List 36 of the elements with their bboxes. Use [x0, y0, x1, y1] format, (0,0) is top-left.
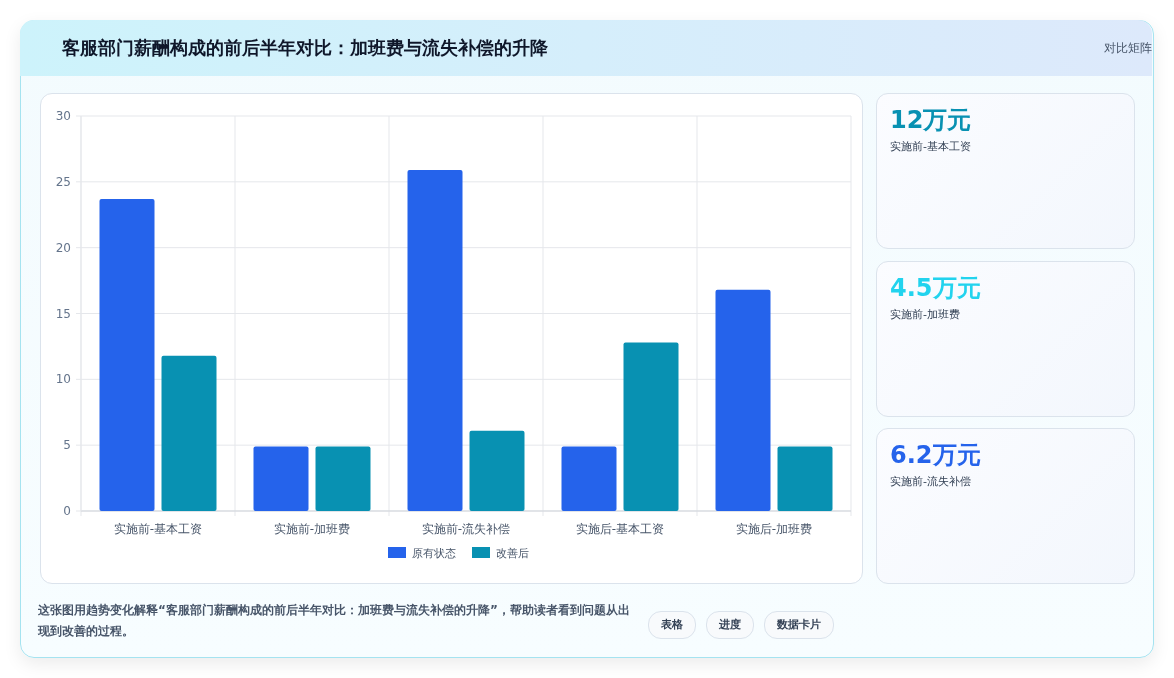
- y-tick-label: 25: [55, 174, 71, 189]
- y-tick-label: 15: [55, 306, 71, 321]
- text: 实施前-加班费: [890, 306, 960, 322]
- bar: [315, 446, 371, 511]
- text: 12万元: [890, 105, 972, 136]
- bar: [715, 289, 771, 511]
- text: 对比矩阵: [1104, 40, 1152, 57]
- text: 4.5万元: [890, 272, 981, 304]
- text: 实施前-流失补偿: [890, 474, 971, 489]
- text: 6.2万元: [890, 440, 981, 471]
- x-tick-label: 实施前-加班费: [273, 522, 351, 536]
- x-tick-label: 实施后-基本工资: [575, 522, 665, 536]
- bar: [561, 446, 617, 511]
- y-tick-label: 10: [55, 372, 71, 387]
- text: 这张图用趋势变化解释“客服部门薪酬构成的前后半年对比：加班费与流失补偿的升降”，帮助读者看到问题从出现到改善的过程。: [38, 602, 631, 640]
- y-tick-label: 5: [63, 438, 71, 453]
- text: 实施前-基本工资: [890, 139, 971, 154]
- x-tick-label: 实施前-流失补偿: [421, 522, 511, 536]
- bar: [777, 446, 833, 511]
- x-tick-label: 实施后-加班费: [735, 522, 813, 536]
- bar: [469, 430, 525, 511]
- text: 进度: [706, 611, 754, 639]
- bar: [161, 355, 217, 511]
- y-tick-label: 30: [55, 109, 71, 123]
- y-tick-label: 0: [63, 504, 71, 518]
- bar: [253, 446, 309, 511]
- text: 数据卡片: [764, 611, 834, 639]
- y-tick-label: 20: [55, 240, 71, 255]
- text: 表格: [648, 611, 696, 639]
- legend-label: 原有状态: [412, 547, 456, 560]
- bar: [407, 169, 463, 511]
- chart-title: 客服部门薪酬构成的前后半年对比：加班费与流失补偿的升降: [62, 36, 548, 60]
- legend-label: 改善后: [496, 547, 529, 560]
- bar: [623, 342, 679, 511]
- x-tick-label: 实施前-基本工资: [113, 522, 203, 536]
- bar: [99, 198, 155, 511]
